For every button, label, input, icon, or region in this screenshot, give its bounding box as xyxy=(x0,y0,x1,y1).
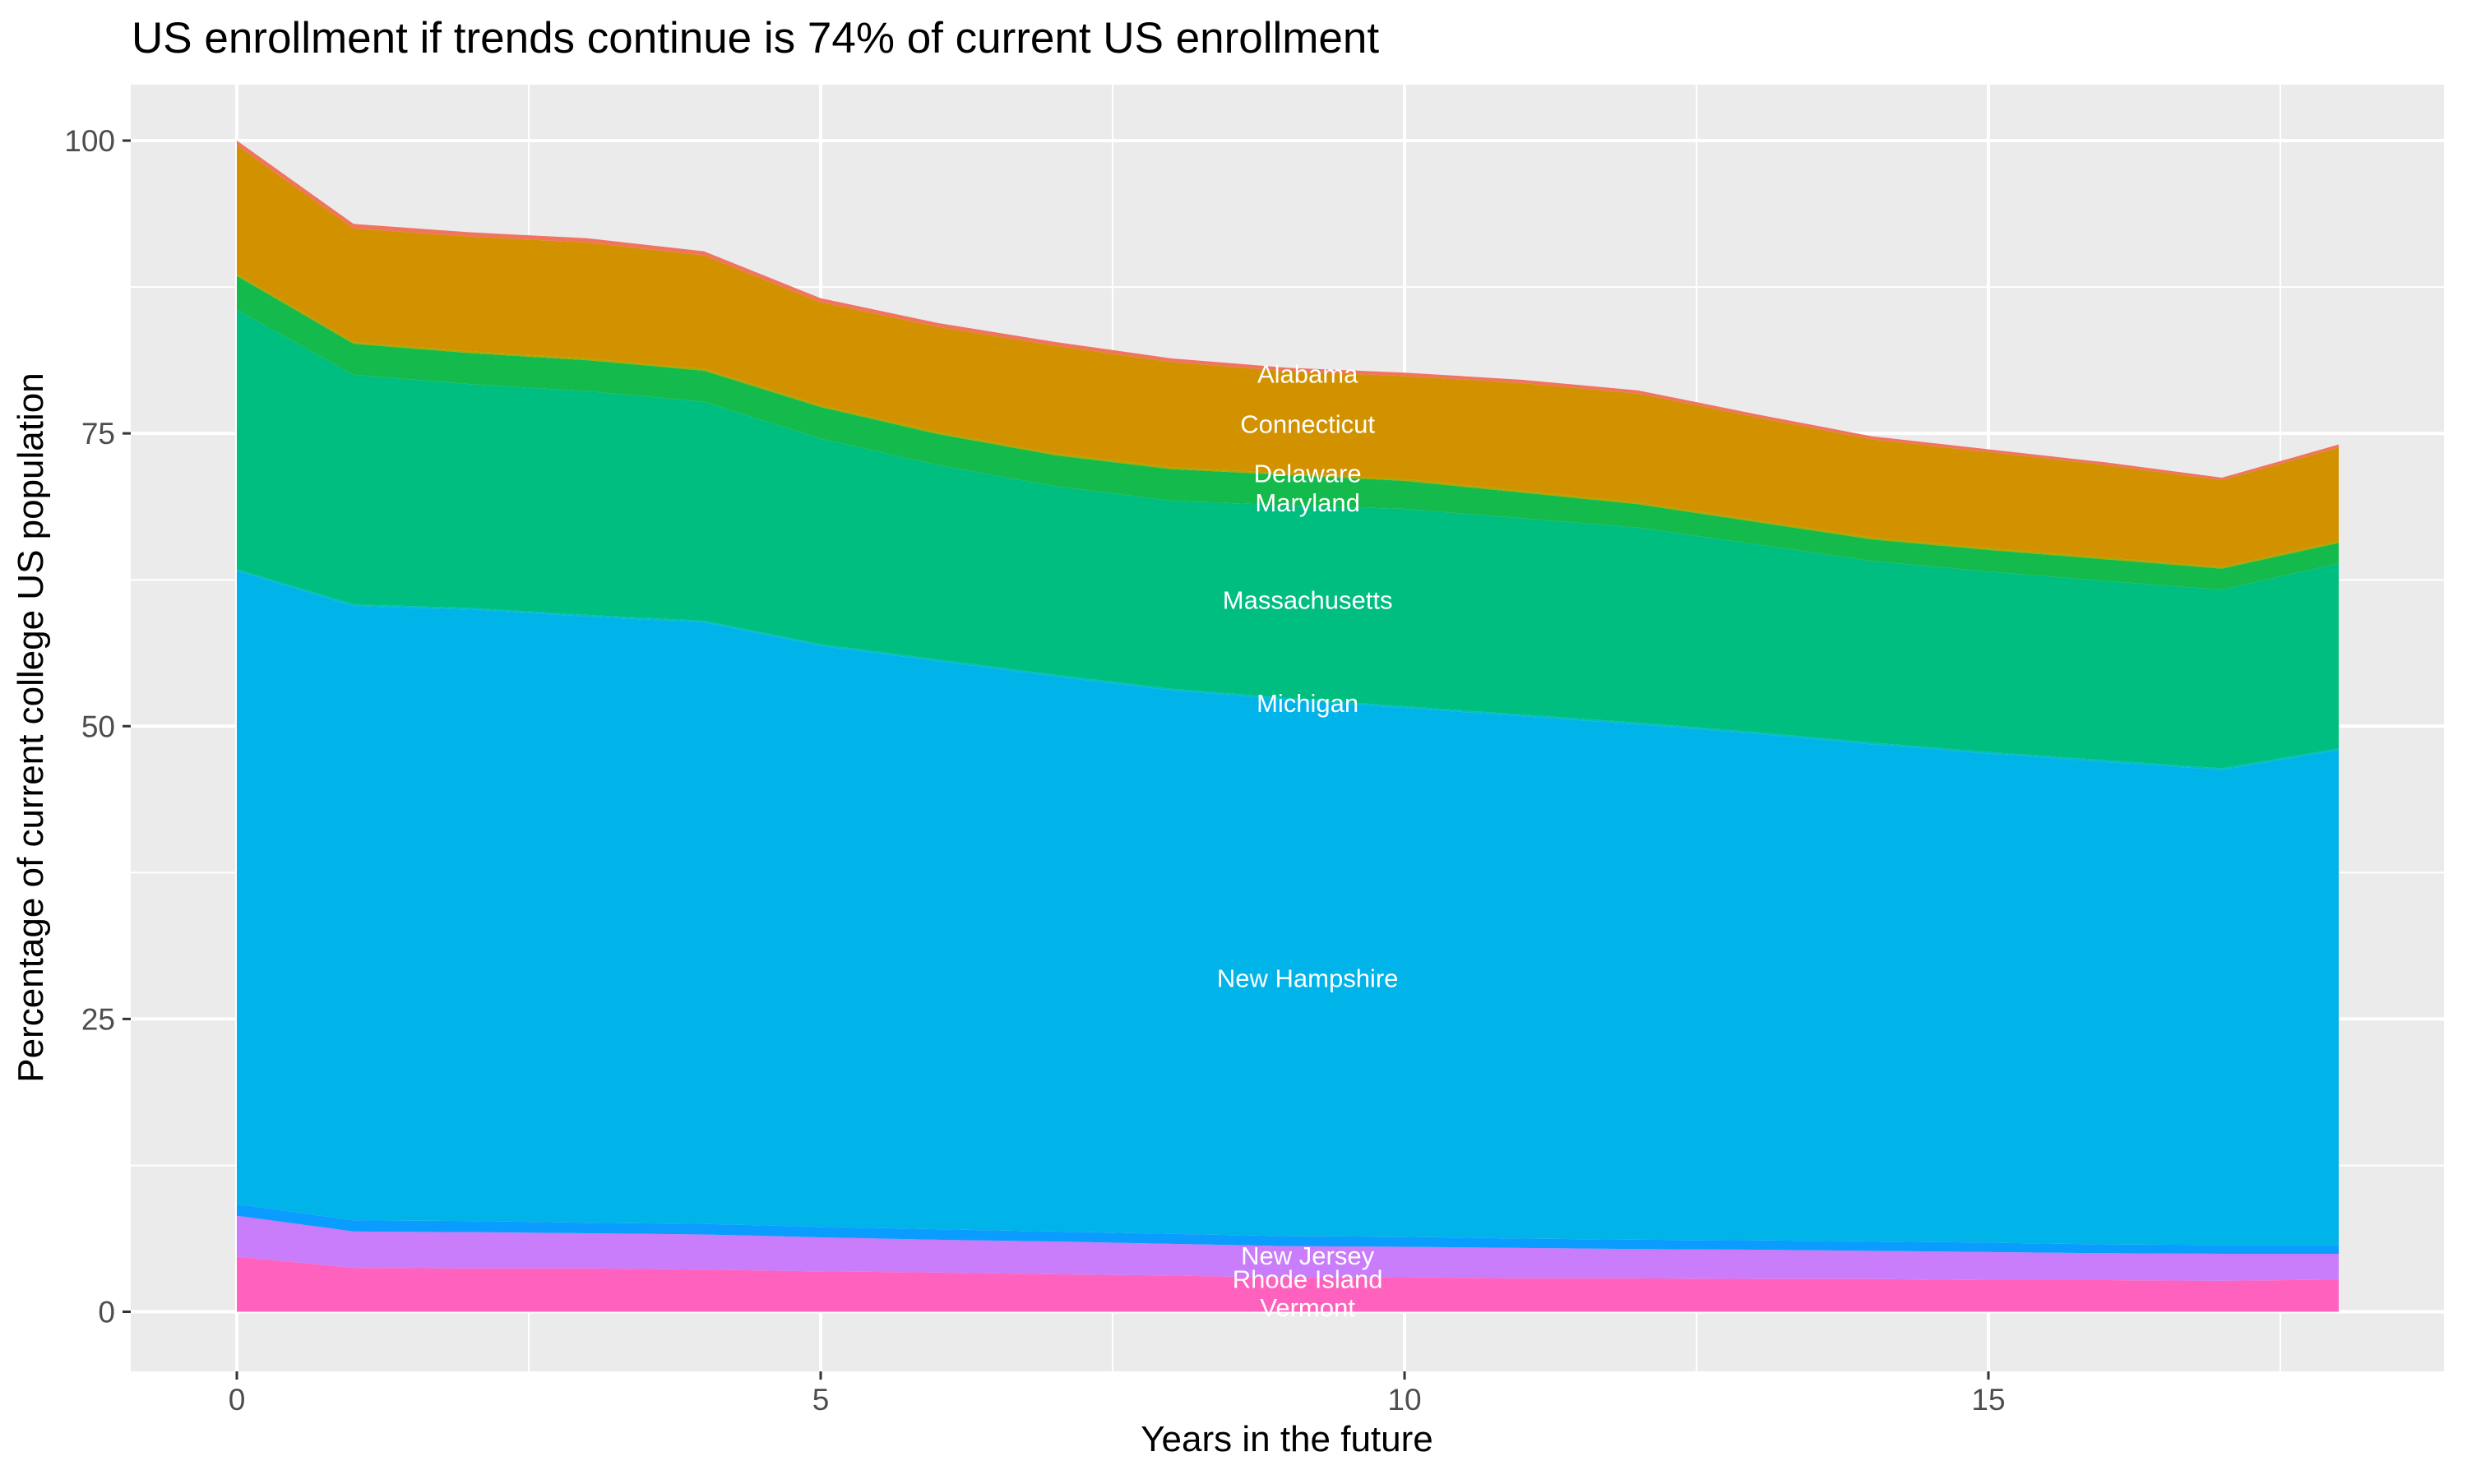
area-new-hampshire xyxy=(237,571,2339,1246)
area-label-new-hampshire: New Hampshire xyxy=(1217,964,1399,993)
axis-tick-labels: 0 25 50 75 100 0 5 10 15 xyxy=(64,124,2005,1417)
y-tick-label: 50 xyxy=(81,710,115,743)
x-axis-title: Years in the future xyxy=(1141,1419,1433,1459)
axis-tick-marks xyxy=(123,139,1990,1380)
area-label-new-jersey: New Jersey xyxy=(1241,1241,1374,1270)
stacked-areas xyxy=(237,141,2339,1312)
y-tick-label: 25 xyxy=(81,1002,115,1036)
area-rhode-island xyxy=(237,1215,2339,1281)
chart-title: US enrollment if trends continue is 74% … xyxy=(132,14,1379,62)
area-label-delaware: Delaware xyxy=(1254,460,1362,488)
area-label-alabama: Alabama xyxy=(1257,359,1358,388)
y-tick-label: 100 xyxy=(64,124,115,158)
area-label-massachusetts: Massachusetts xyxy=(1223,585,1393,614)
y-axis-title: Percentage of current college US populat… xyxy=(11,372,51,1082)
area-connecticut xyxy=(237,145,2339,567)
area-label-rhode-island: Rhode Island xyxy=(1233,1265,1383,1294)
area-label-vermont: Vermont xyxy=(1260,1293,1355,1322)
area-label-connecticut: Connecticut xyxy=(1240,410,1375,439)
area-label-michigan: Michigan xyxy=(1257,689,1358,718)
area-new-jersey xyxy=(237,1204,2339,1254)
x-tick-label: 15 xyxy=(1971,1383,2005,1417)
x-tick-label: 0 xyxy=(229,1383,246,1417)
y-tick-label: 0 xyxy=(98,1296,115,1329)
y-tick-label: 75 xyxy=(81,417,115,451)
x-tick-label: 5 xyxy=(812,1383,830,1417)
x-tick-label: 10 xyxy=(1387,1383,1421,1417)
area-label-maryland: Maryland xyxy=(1255,488,1360,517)
area-massachusetts xyxy=(237,309,2339,769)
